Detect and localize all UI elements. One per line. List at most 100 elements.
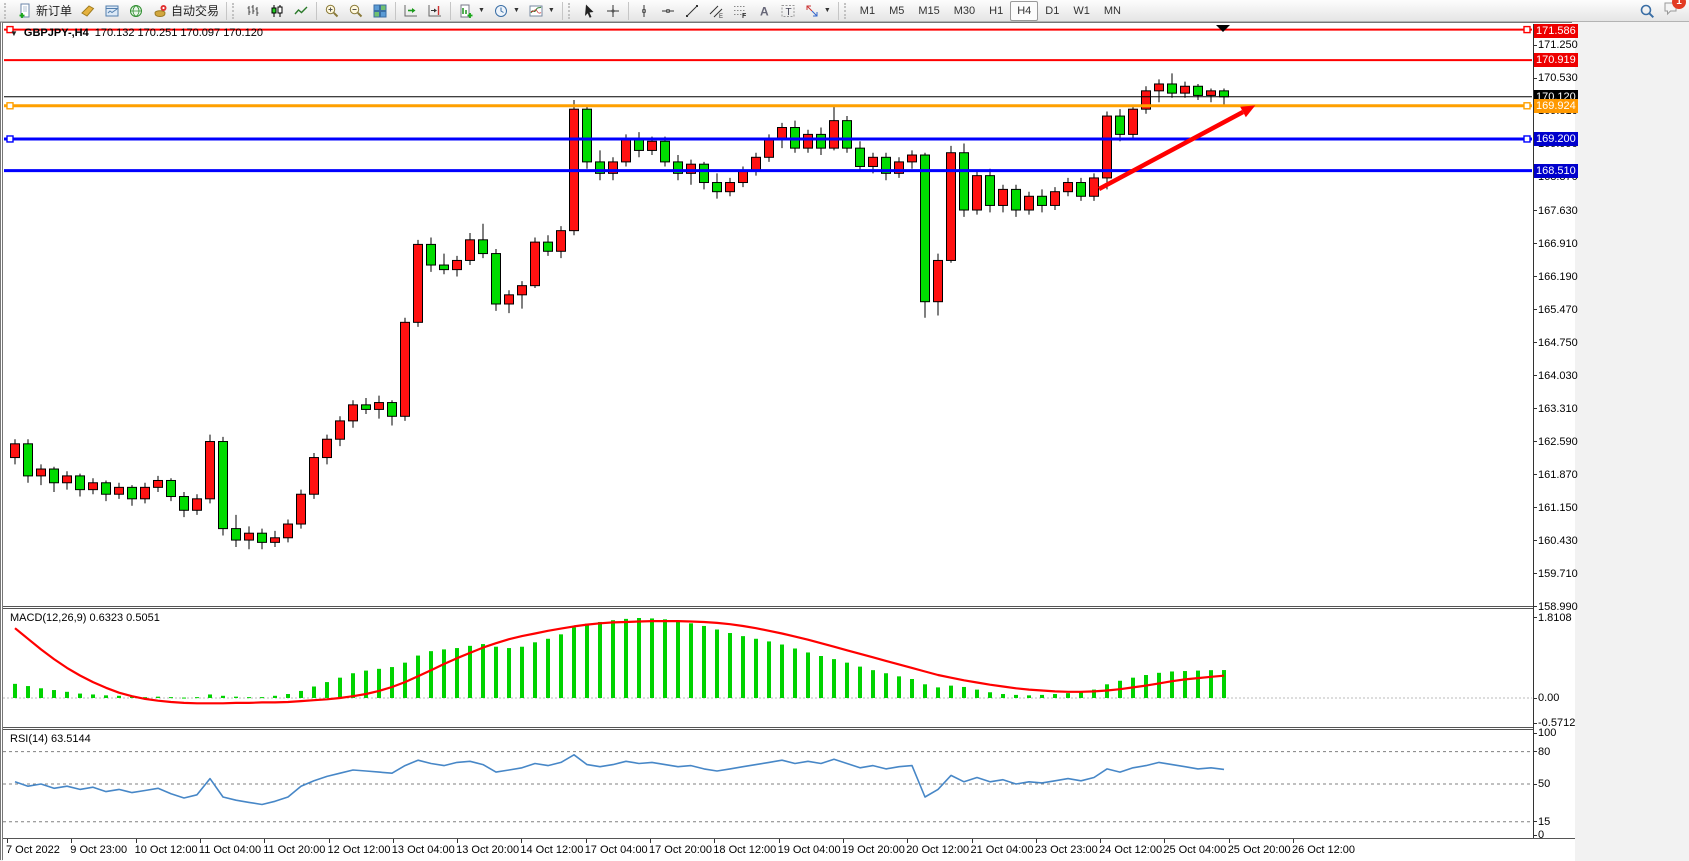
pane-separator[interactable]: [3, 606, 1575, 609]
chart-menu-icon[interactable]: ▼: [10, 28, 18, 38]
candlestick-chart[interactable]: [3, 24, 1533, 606]
equidistant-channel-tool-button[interactable]: E: [704, 1, 728, 21]
price-badge: 171.586: [1534, 24, 1578, 38]
auto-trading-icon: [154, 4, 167, 17]
new-chart-button[interactable]: ▼: [454, 1, 489, 21]
bear-candle: [179, 496, 189, 511]
timeframe-button-M15[interactable]: M15: [911, 1, 946, 21]
macd-histogram-bar: [715, 629, 719, 698]
fibonacci-tool-button[interactable]: F: [728, 1, 752, 21]
auto-trading-button[interactable]: 自动交易: [148, 1, 223, 21]
periods-button[interactable]: ▼: [489, 1, 524, 21]
market-watch-button[interactable]: [100, 1, 124, 21]
arrows-tool-button[interactable]: ▼: [800, 1, 835, 21]
macd-histogram-bar: [208, 694, 212, 698]
line-anchor-marker[interactable]: [1523, 135, 1531, 143]
auto-trading-label: 自动交易: [171, 4, 220, 18]
price-list-button[interactable]: [76, 1, 100, 21]
macd-histogram-bar: [1157, 672, 1161, 698]
bar-chart-button[interactable]: [241, 1, 265, 21]
bar-chart-icon: [247, 4, 259, 16]
notifications-button[interactable]: 1: [1663, 0, 1686, 21]
date-axis[interactable]: 7 Oct 2022 9 Oct 23:00 10 Oct 12:00 11 Oct …: [3, 838, 1575, 861]
toolbar-grip[interactable]: [567, 2, 573, 19]
macd-indicator-pane[interactable]: MACD(12,26,9) 0.6323 0.5051: [3, 609, 1533, 727]
vertical-line-tool-button[interactable]: [632, 1, 656, 21]
macd-histogram-bar: [221, 695, 225, 698]
chart-symbol-period: GBPJPY-,H4: [23, 27, 89, 39]
text-label-tool-button[interactable]: T: [776, 1, 800, 21]
bear-candle: [1037, 195, 1047, 206]
macd-histogram-bar: [741, 636, 745, 698]
chart-shift-button[interactable]: [423, 1, 447, 21]
main-chart-pane[interactable]: ▼ GBPJPY-,H4 170.132 170.251 170.097 170…: [3, 24, 1533, 606]
pane-separator[interactable]: [3, 727, 1575, 730]
timeframe-button-D1[interactable]: D1: [1038, 1, 1066, 21]
macd-histogram-bar: [182, 697, 186, 699]
date-label: 23 Oct 23:00: [1034, 844, 1098, 856]
auto-scroll-button[interactable]: [399, 1, 423, 21]
macd-histogram-bar: [286, 694, 290, 698]
cursor-tool-button[interactable]: [577, 1, 601, 21]
text-tool-button[interactable]: A: [752, 1, 776, 21]
zoom-out-button[interactable]: [344, 1, 368, 21]
price-axis[interactable]: 171.250170.530169.810169.090168.370167.6…: [1533, 24, 1578, 841]
candlestick-chart-button[interactable]: [265, 1, 289, 21]
rsi-indicator-pane[interactable]: RSI(14) 63.5144: [3, 730, 1533, 838]
toolbar-separator: [316, 1, 318, 20]
bear-candle: [595, 161, 605, 174]
tile-windows-button[interactable]: [368, 1, 392, 21]
toolbar-grip[interactable]: [4, 2, 9, 19]
timeframe-button-MN[interactable]: MN: [1097, 1, 1128, 21]
price-badge: 169.924: [1534, 98, 1578, 113]
macd-histogram-bar: [1183, 671, 1187, 698]
bull-candle: [686, 163, 696, 174]
macd-histogram-bar: [1092, 689, 1096, 698]
navigator-button[interactable]: [124, 1, 148, 21]
timeframe-button-M5[interactable]: M5: [882, 1, 911, 21]
axis-tick-mark: [1534, 732, 1537, 734]
line-anchor-marker[interactable]: [1523, 102, 1531, 110]
macd-histogram-bar: [338, 677, 342, 698]
macd-histogram-bar: [520, 646, 524, 698]
bull-candle: [465, 239, 475, 261]
date-tick-mark: [1293, 839, 1294, 843]
timeframe-button-W1[interactable]: W1: [1066, 1, 1097, 21]
line-anchor-marker[interactable]: [6, 25, 14, 34]
macd-histogram-bar: [312, 686, 316, 698]
toolbar-grip[interactable]: [232, 2, 237, 19]
toolbar-grip[interactable]: [843, 2, 849, 19]
timeframe-button-H1[interactable]: H1: [982, 1, 1010, 21]
timeframe-button-M30[interactable]: M30: [947, 1, 982, 21]
bear-candle: [49, 468, 59, 484]
macd-histogram-bar: [910, 678, 914, 698]
macd-histogram-bar: [325, 682, 329, 698]
line-anchor-marker[interactable]: [6, 102, 14, 110]
macd-histogram-bar: [247, 697, 251, 699]
line-chart-button[interactable]: [289, 1, 313, 21]
templates-button[interactable]: ▼: [524, 1, 559, 21]
toolbar: 新订单 自动交易 ▼: [0, 0, 1689, 22]
zoom-in-button[interactable]: [320, 1, 344, 21]
trendline-tool-button[interactable]: [680, 1, 704, 21]
timeframe-button-M1[interactable]: M1: [853, 1, 882, 21]
bull-candle: [283, 523, 293, 539]
bear-candle: [881, 156, 891, 174]
chart-shift-marker[interactable]: [1216, 25, 1230, 32]
horizontal-line-tool-button[interactable]: [656, 1, 680, 21]
macd-histogram-bar: [91, 694, 95, 698]
timeframe-button-H4[interactable]: H4: [1010, 0, 1039, 21]
date-tick-mark: [971, 839, 973, 843]
date-label: 24 Oct 12:00: [1099, 844, 1163, 856]
crosshair-tool-button[interactable]: [601, 1, 625, 21]
bear-candle: [699, 163, 709, 184]
bear-candle: [985, 175, 995, 206]
line-anchor-marker[interactable]: [1523, 25, 1531, 34]
line-anchor-marker[interactable]: [6, 135, 14, 143]
crosshair-icon: [606, 4, 619, 17]
trend-arrow[interactable]: [1097, 110, 1245, 191]
search-icon[interactable]: [1639, 3, 1655, 19]
date-tick-mark: [328, 839, 330, 843]
new-order-button[interactable]: 新订单: [13, 1, 76, 21]
bull-candle: [972, 175, 982, 211]
